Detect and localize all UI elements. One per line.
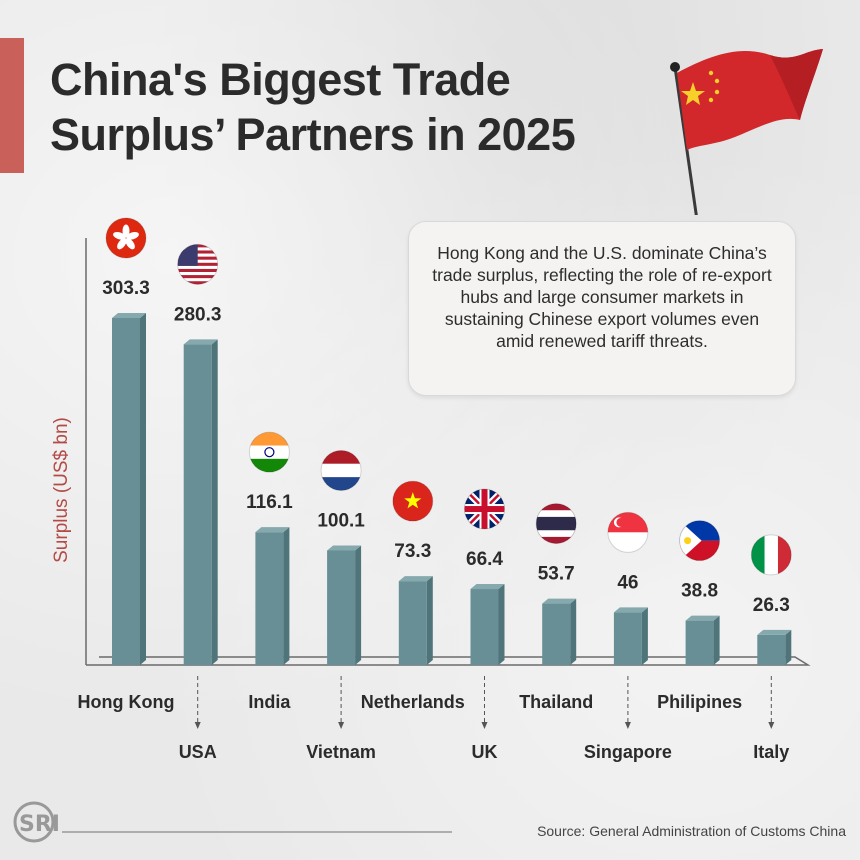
value-label: 66.4 [466,549,503,570]
value-label: 100.1 [317,510,365,531]
bar-singapore [613,607,648,665]
netherlands-flag-icon [320,449,362,491]
title-line-1: China's Biggest Trade [50,54,511,105]
uk-flag-icon [464,488,505,530]
value-label: 73.3 [394,541,431,562]
title-accent-bar [0,38,24,173]
category-label: Italy [753,742,789,762]
leader-arrow [194,722,201,729]
sri-logo: SRI [13,801,60,843]
bar-thailand [542,598,577,665]
value-label: 26.3 [753,595,790,616]
category-label: India [248,692,291,712]
value-label: 303.3 [102,278,150,299]
philippines-flag-icon [679,520,721,562]
page-title: China's Biggest Trade Surplus’ Partners … [50,52,670,162]
x-axis-baseline [86,656,811,666]
bar-vietnam [327,545,362,665]
leader-arrow [768,722,775,729]
bar-usa [183,339,218,665]
value-label: 280.3 [174,304,222,325]
category-label: Vietnam [306,742,376,762]
china-flag-icon [670,49,823,215]
leader-arrow [338,722,345,729]
category-label: Thailand [519,692,593,712]
category-label: Singapore [584,742,672,762]
bar-netherlands [398,576,433,665]
italy-flag-icon [750,534,792,576]
value-label: 46 [617,572,638,593]
leader-arrow [481,722,488,729]
bar-philipines [685,615,720,665]
title-line-2: Surplus’ Partners in 2025 [50,109,576,160]
bar-hong-kong [112,313,146,665]
svg-text:SRI: SRI [19,812,60,837]
bar-uk [470,584,505,665]
category-label: USA [179,742,217,762]
leader-arrow [624,722,631,729]
india-flag-icon [248,431,290,473]
usa-flag-icon [177,243,219,285]
value-label: 116.1 [246,492,293,513]
category-label: Philipines [657,692,742,712]
category-label: UK [472,742,498,762]
value-label: 38.8 [681,581,718,602]
callout-box: Hong Kong and the U.S. dominate China’s … [408,221,796,396]
hong-kong-flag-icon [105,217,147,259]
value-label: 53.7 [538,564,575,585]
bar-italy [757,629,792,665]
thailand-flag-icon [535,503,577,545]
bar-india [255,527,290,665]
vietnam-flag-icon [392,480,434,522]
category-label: Netherlands [361,692,465,712]
category-label: Hong Kong [78,692,175,712]
source-text: Source: General Administration of Custom… [537,823,846,839]
singapore-flag-icon [607,511,649,553]
source-divider [62,831,452,833]
